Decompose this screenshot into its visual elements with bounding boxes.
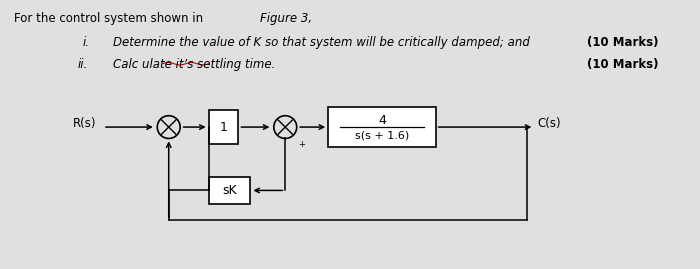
Text: (10 Marks): (10 Marks)	[587, 36, 659, 49]
Text: i.: i.	[83, 36, 90, 49]
FancyBboxPatch shape	[209, 176, 251, 204]
Text: Figure 3,: Figure 3,	[260, 12, 312, 25]
Text: s(s + 1.6): s(s + 1.6)	[355, 131, 409, 141]
Text: (10 Marks): (10 Marks)	[587, 58, 659, 71]
Text: +: +	[298, 140, 304, 150]
Text: R(s): R(s)	[73, 117, 97, 130]
Text: sK: sK	[222, 184, 237, 197]
Text: Determine the value of K so that system will be critically damped; and: Determine the value of K so that system …	[113, 36, 533, 49]
Text: For the control system shown in: For the control system shown in	[14, 12, 207, 25]
Text: 1: 1	[220, 121, 228, 134]
Text: ii.: ii.	[77, 58, 88, 71]
FancyBboxPatch shape	[328, 107, 435, 147]
Text: Calc ulate it’s settling time.: Calc ulate it’s settling time.	[113, 58, 275, 71]
Text: C(s): C(s)	[538, 117, 561, 130]
FancyBboxPatch shape	[209, 110, 239, 144]
Text: 4: 4	[378, 114, 386, 127]
